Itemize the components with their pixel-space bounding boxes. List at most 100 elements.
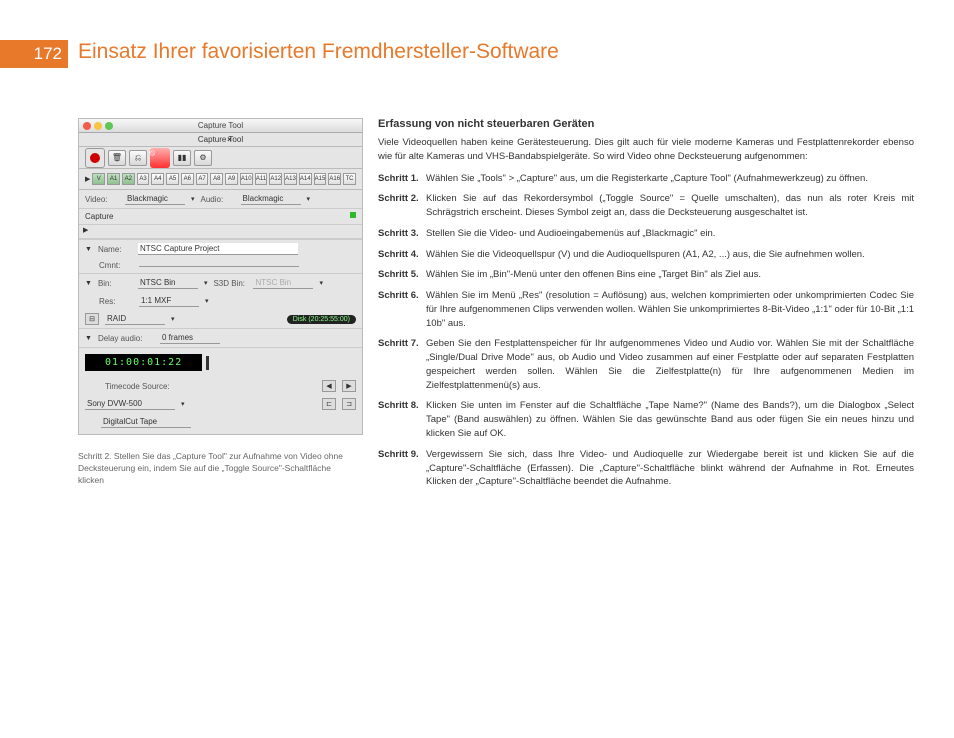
pause-button[interactable]: ▮▮: [173, 150, 191, 166]
cmnt-input[interactable]: [139, 264, 299, 267]
track-a3[interactable]: A3: [137, 173, 150, 185]
step-body: Wählen Sie „Tools" > „Capture" aus, um d…: [426, 172, 914, 186]
track-tc[interactable]: TC: [343, 173, 356, 185]
track-v[interactable]: V: [92, 173, 105, 185]
capture-section: Capture: [79, 208, 362, 225]
mode-button[interactable]: ⎌: [129, 150, 147, 166]
record-button[interactable]: [85, 148, 105, 168]
cmnt-label: Cmnt:: [99, 261, 133, 270]
close-icon[interactable]: ×: [227, 135, 232, 144]
window-titlebar: Capture Tool: [79, 119, 362, 133]
track-a5[interactable]: A5: [166, 173, 179, 185]
track-a10[interactable]: A10: [240, 173, 253, 185]
step-label: Schritt 5.: [378, 268, 426, 282]
screenshot-figure: Capture Tool Capture Tool × 🗑 ⎌ ⦸ ▮▮ ⚙ ▶…: [78, 118, 363, 487]
chevron-down-icon[interactable]: ▾: [171, 315, 175, 323]
s3d-select[interactable]: NTSC Bin: [253, 277, 313, 289]
expand-icon[interactable]: ▼: [85, 246, 92, 253]
expand-icon[interactable]: ▶: [85, 175, 90, 183]
tc-source-row: Timecode Source: ◀ ▶: [79, 377, 362, 395]
step-body: Wählen Sie im „Bin"-Menü unter den offen…: [426, 268, 914, 282]
step-2: Schritt 2.Klicken Sie auf das Rekordersy…: [378, 192, 914, 220]
tool-subbar: Capture Tool ×: [79, 133, 362, 147]
spacer: ▶: [79, 225, 362, 239]
track-a12[interactable]: A12: [269, 173, 282, 185]
chevron-down-icon[interactable]: ▾: [204, 279, 208, 287]
window-title: Capture Tool: [79, 121, 362, 130]
track-a2[interactable]: A2: [122, 173, 135, 185]
status-indicator: [350, 212, 356, 218]
video-select[interactable]: Blackmagic: [125, 193, 185, 205]
expand-icon[interactable]: ▼: [85, 335, 92, 342]
track-a13[interactable]: A13: [284, 173, 297, 185]
bin-select[interactable]: NTSC Bin: [138, 277, 198, 289]
track-a6[interactable]: A6: [181, 173, 194, 185]
out-button[interactable]: ⊐: [342, 398, 356, 410]
step-label: Schritt 9.: [378, 448, 426, 489]
step-7: Schritt 7.Geben Sie den Festplattenspeic…: [378, 337, 914, 392]
gear-icon[interactable]: ⚙: [194, 150, 212, 166]
track-a16[interactable]: A16: [328, 173, 341, 185]
expand-icon[interactable]: ▶: [83, 227, 88, 234]
name-input[interactable]: NTSC Capture Project: [138, 243, 298, 255]
track-a11[interactable]: A11: [255, 173, 268, 185]
res-select[interactable]: 1:1 MXF: [139, 295, 199, 307]
step-label: Schritt 7.: [378, 337, 426, 392]
name-row: ▼ Name: NTSC Capture Project: [79, 239, 362, 258]
video-label: Video:: [85, 195, 119, 204]
raid-select[interactable]: RAID: [105, 313, 165, 325]
delay-row: ▼ Delay audio: 0 frames: [79, 328, 362, 348]
chevron-down-icon[interactable]: ▾: [181, 400, 185, 408]
in-button[interactable]: ⊏: [322, 398, 336, 410]
drive-mode-button[interactable]: ⊟: [85, 313, 99, 325]
step-label: Schritt 2.: [378, 192, 426, 220]
track-a4[interactable]: A4: [151, 173, 164, 185]
raid-row: ⊟ RAID ▾ Disk (20:25:55:00): [79, 310, 362, 328]
prev-button[interactable]: ◀: [322, 380, 336, 392]
tape-name[interactable]: DigitalCut Tape: [101, 416, 191, 428]
step-body: Wählen Sie die Videoquellspur (V) und di…: [426, 248, 914, 262]
step-8: Schritt 8.Klicken Sie unten im Fenster a…: [378, 399, 914, 440]
step-body: Klicken Sie auf das Rekordersymbol („Tog…: [426, 192, 914, 220]
tape-row: DigitalCut Tape: [79, 413, 362, 434]
chevron-down-icon[interactable]: ▾: [205, 297, 209, 305]
source-row: Video: Blackmagic ▾ Audio: Blackmagic ▾: [79, 190, 362, 208]
deck-row: Sony DVW-500 ▾ ⊏ ⊐: [79, 395, 362, 413]
figure-caption: Schritt 2. Stellen Sie das „Capture Tool…: [78, 451, 358, 487]
track-row: ▶ V A1 A2 A3 A4 A5 A6 A7 A8 A9 A10 A11 A…: [79, 169, 362, 190]
track-a9[interactable]: A9: [225, 173, 238, 185]
audio-label: Audio:: [201, 195, 235, 204]
chevron-down-icon[interactable]: ▾: [319, 279, 323, 287]
step-1: Schritt 1.Wählen Sie „Tools" > „Capture"…: [378, 172, 914, 186]
trash-button[interactable]: 🗑: [108, 150, 126, 166]
content-column: Erfassung von nicht steuerbaren Geräten …: [378, 118, 914, 496]
deck-select[interactable]: Sony DVW-500: [85, 398, 175, 410]
track-a15[interactable]: A15: [314, 173, 327, 185]
cmnt-row: Cmnt:: [79, 258, 362, 273]
subbar-title: Capture Tool: [198, 135, 243, 144]
audio-select[interactable]: Blackmagic: [241, 193, 301, 205]
chevron-down-icon[interactable]: ▾: [307, 195, 311, 203]
toggle-source-button[interactable]: ⦸: [150, 148, 170, 168]
bin-label: Bin:: [98, 279, 132, 288]
chevron-down-icon[interactable]: ▾: [191, 195, 195, 203]
capture-section-label: Capture: [85, 212, 113, 221]
delay-value[interactable]: 0 frames: [160, 332, 220, 344]
step-body: Stellen Sie die Video- und Audioeingabem…: [426, 227, 914, 241]
track-a7[interactable]: A7: [196, 173, 209, 185]
step-body: Wählen Sie im Menü „Res" (resolution = A…: [426, 289, 914, 330]
step-6: Schritt 6.Wählen Sie im Menü „Res" (reso…: [378, 289, 914, 330]
next-button[interactable]: ▶: [342, 380, 356, 392]
name-label: Name:: [98, 245, 132, 254]
tc-source-label: Timecode Source:: [105, 382, 185, 391]
expand-icon[interactable]: ▼: [85, 280, 92, 287]
step-5: Schritt 5.Wählen Sie im „Bin"-Menü unter…: [378, 268, 914, 282]
track-a14[interactable]: A14: [299, 173, 312, 185]
step-label: Schritt 4.: [378, 248, 426, 262]
track-a1[interactable]: A1: [107, 173, 120, 185]
step-9: Schritt 9.Vergewissern Sie sich, dass Ih…: [378, 448, 914, 489]
s3d-label: S3D Bin:: [213, 279, 247, 288]
track-a8[interactable]: A8: [210, 173, 223, 185]
page-title: Einsatz Ihrer favorisierten Fremdherstel…: [78, 40, 559, 64]
step-body: Klicken Sie unten im Fenster auf die Sch…: [426, 399, 914, 440]
